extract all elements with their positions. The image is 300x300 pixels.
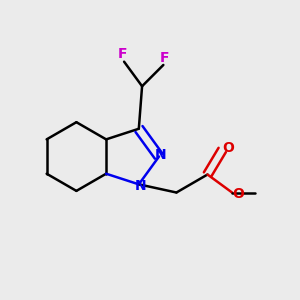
Text: F: F bbox=[160, 51, 170, 65]
Text: O: O bbox=[222, 141, 234, 155]
Text: N: N bbox=[135, 179, 146, 193]
Text: O: O bbox=[232, 187, 244, 201]
Text: N: N bbox=[155, 148, 167, 162]
Text: F: F bbox=[118, 47, 127, 61]
